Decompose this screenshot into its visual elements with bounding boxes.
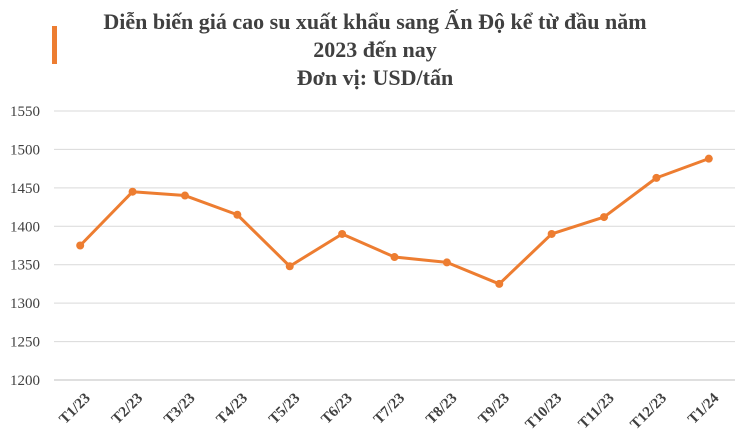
data-point: [390, 253, 399, 262]
data-point: [233, 210, 242, 219]
x-tick-label: T3/23: [161, 390, 198, 427]
data-point: [547, 229, 556, 238]
y-tick-label: 1200: [10, 373, 40, 389]
data-point: [285, 262, 294, 271]
x-tick-label: T10/23: [523, 390, 566, 433]
y-tick-label: 1500: [10, 142, 40, 158]
x-tick-label: T2/23: [109, 390, 146, 427]
data-point: [495, 279, 504, 288]
data-point: [180, 191, 189, 200]
accent-bar: [52, 26, 57, 64]
x-tick-label: T5/23: [266, 390, 303, 427]
y-tick-label: 1400: [10, 219, 40, 235]
x-tick-label: T1/23: [57, 390, 94, 427]
data-point: [704, 154, 713, 163]
title-block: Diễn biến giá cao su xuất khẩu sang Ấn Đ…: [95, 8, 655, 92]
chart-title: Diễn biến giá cao su xuất khẩu sang Ấn Đ…: [103, 9, 647, 62]
chart-subtitle: Đơn vị: USD/tấn: [296, 65, 454, 90]
x-tick-label: T12/23: [627, 390, 670, 433]
data-point: [76, 241, 85, 250]
x-tick-label: T9/23: [476, 390, 513, 427]
y-tick-label: 1550: [10, 104, 40, 120]
data-point: [652, 173, 661, 182]
x-tick-label: T6/23: [318, 390, 355, 427]
y-tick-label: 1450: [10, 181, 40, 197]
y-tick-label: 1250: [10, 335, 40, 351]
y-tick-label: 1300: [10, 296, 40, 312]
data-point: [442, 258, 451, 267]
x-tick-label: T11/23: [576, 390, 618, 432]
data-point: [600, 213, 609, 222]
x-tick-label: T7/23: [371, 390, 408, 427]
data-point: [128, 187, 137, 196]
y-tick-label: 1350: [10, 258, 40, 274]
data-point: [338, 229, 347, 238]
x-tick-label: T8/23: [423, 390, 460, 427]
x-tick-label: T1/24: [685, 390, 723, 428]
x-tick-label: T4/23: [214, 390, 251, 427]
